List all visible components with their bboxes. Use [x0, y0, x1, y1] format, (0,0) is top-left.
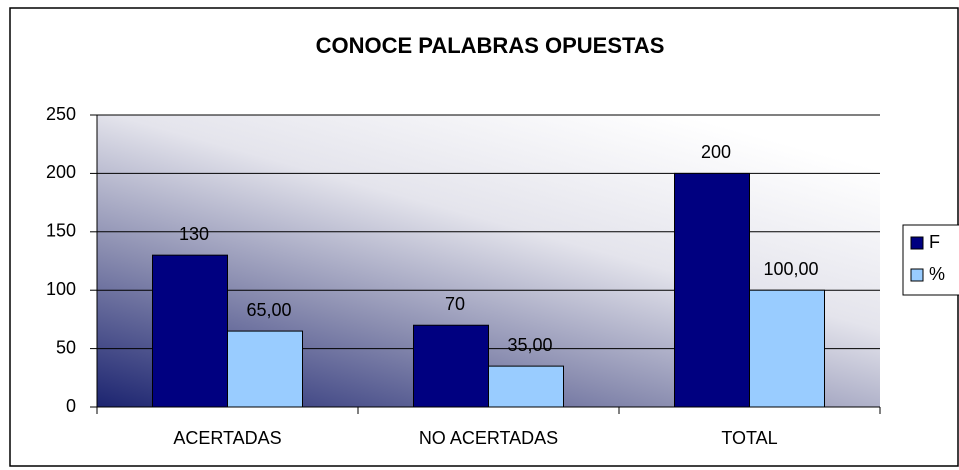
bar [749, 289, 825, 408]
legend-swatch [910, 268, 924, 282]
y-tick-label: 0 [66, 396, 76, 416]
y-tick-label: 50 [56, 337, 76, 357]
data-label: 130 [179, 224, 209, 244]
legend-label: % [929, 264, 945, 284]
x-tick-label: TOTAL [721, 428, 777, 448]
chart-title: CONOCE PALABRAS OPUESTAS [316, 33, 665, 58]
data-label: 70 [445, 294, 465, 314]
legend-swatch [910, 236, 924, 250]
y-tick-label: 150 [46, 221, 76, 241]
bar [488, 365, 564, 408]
legend-label: F [929, 232, 940, 252]
y-tick-label: 250 [46, 104, 76, 124]
y-tick-label: 100 [46, 279, 76, 299]
y-tick-label: 200 [46, 162, 76, 182]
bar [227, 330, 303, 408]
bar [152, 254, 228, 408]
data-label: 65,00 [246, 300, 291, 320]
x-tick-label: NO ACERTADAS [419, 428, 558, 448]
data-label: 100,00 [763, 259, 818, 279]
data-label: 200 [701, 142, 731, 162]
x-tick-label: ACERTADAS [173, 428, 281, 448]
data-label: 35,00 [507, 335, 552, 355]
bar [413, 324, 489, 408]
bar [674, 172, 750, 408]
